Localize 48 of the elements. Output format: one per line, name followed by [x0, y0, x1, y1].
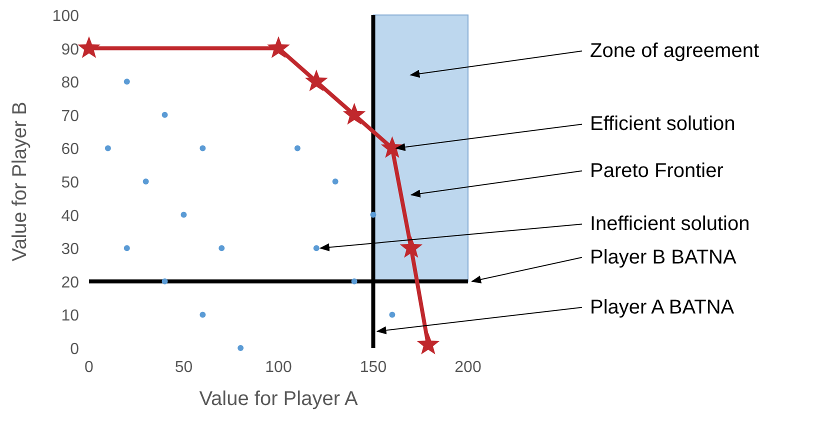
x-axis-title: Value for Player A — [199, 388, 358, 410]
y-tick-label: 80 — [61, 74, 80, 92]
y-tick-label: 0 — [70, 341, 80, 358]
point — [238, 345, 244, 351]
point — [78, 36, 100, 58]
point — [313, 245, 320, 252]
annotation: Player B BATNA — [590, 246, 737, 268]
x-tick-label: 0 — [84, 359, 94, 376]
point — [370, 212, 376, 218]
point — [218, 245, 225, 252]
annotation: Pareto Frontier — [590, 160, 724, 182]
y-tick-label: 30 — [61, 241, 80, 258]
x-tick-label: 150 — [360, 359, 387, 376]
y-tick-label: 50 — [61, 174, 80, 192]
x-tick-label: 50 — [174, 359, 193, 376]
point — [304, 70, 328, 92]
point — [342, 102, 366, 125]
y-tick-label: 70 — [61, 108, 80, 125]
y-tick-label: 20 — [61, 274, 80, 292]
point — [416, 332, 440, 354]
point — [162, 112, 168, 118]
point — [104, 145, 111, 152]
y-tick-label: 60 — [61, 141, 80, 158]
point — [124, 78, 130, 85]
point — [332, 178, 338, 184]
point — [200, 312, 206, 318]
point — [267, 36, 290, 58]
y-tick-label: 10 — [61, 308, 80, 325]
point — [380, 136, 404, 158]
point — [124, 245, 130, 252]
point — [162, 278, 168, 284]
point — [351, 278, 358, 284]
annotation: Player A BATNA — [590, 296, 735, 318]
x-tick-label: 100 — [265, 359, 292, 376]
y-axis-title: Value for Player B — [9, 102, 31, 262]
annotation: Inefficient solution — [590, 213, 750, 236]
point — [200, 145, 206, 152]
point — [400, 236, 423, 258]
point — [389, 312, 396, 318]
point — [142, 178, 149, 184]
x-tick-label: 200 — [454, 359, 482, 376]
y-tick-label: 90 — [61, 41, 80, 58]
text: Zone of agreement — [590, 40, 760, 62]
point — [294, 145, 300, 152]
annotation: Efficient solution — [590, 113, 736, 136]
y-tick-label: 100 — [52, 8, 80, 25]
y-tick-label: 40 — [61, 208, 80, 225]
point — [180, 212, 187, 218]
